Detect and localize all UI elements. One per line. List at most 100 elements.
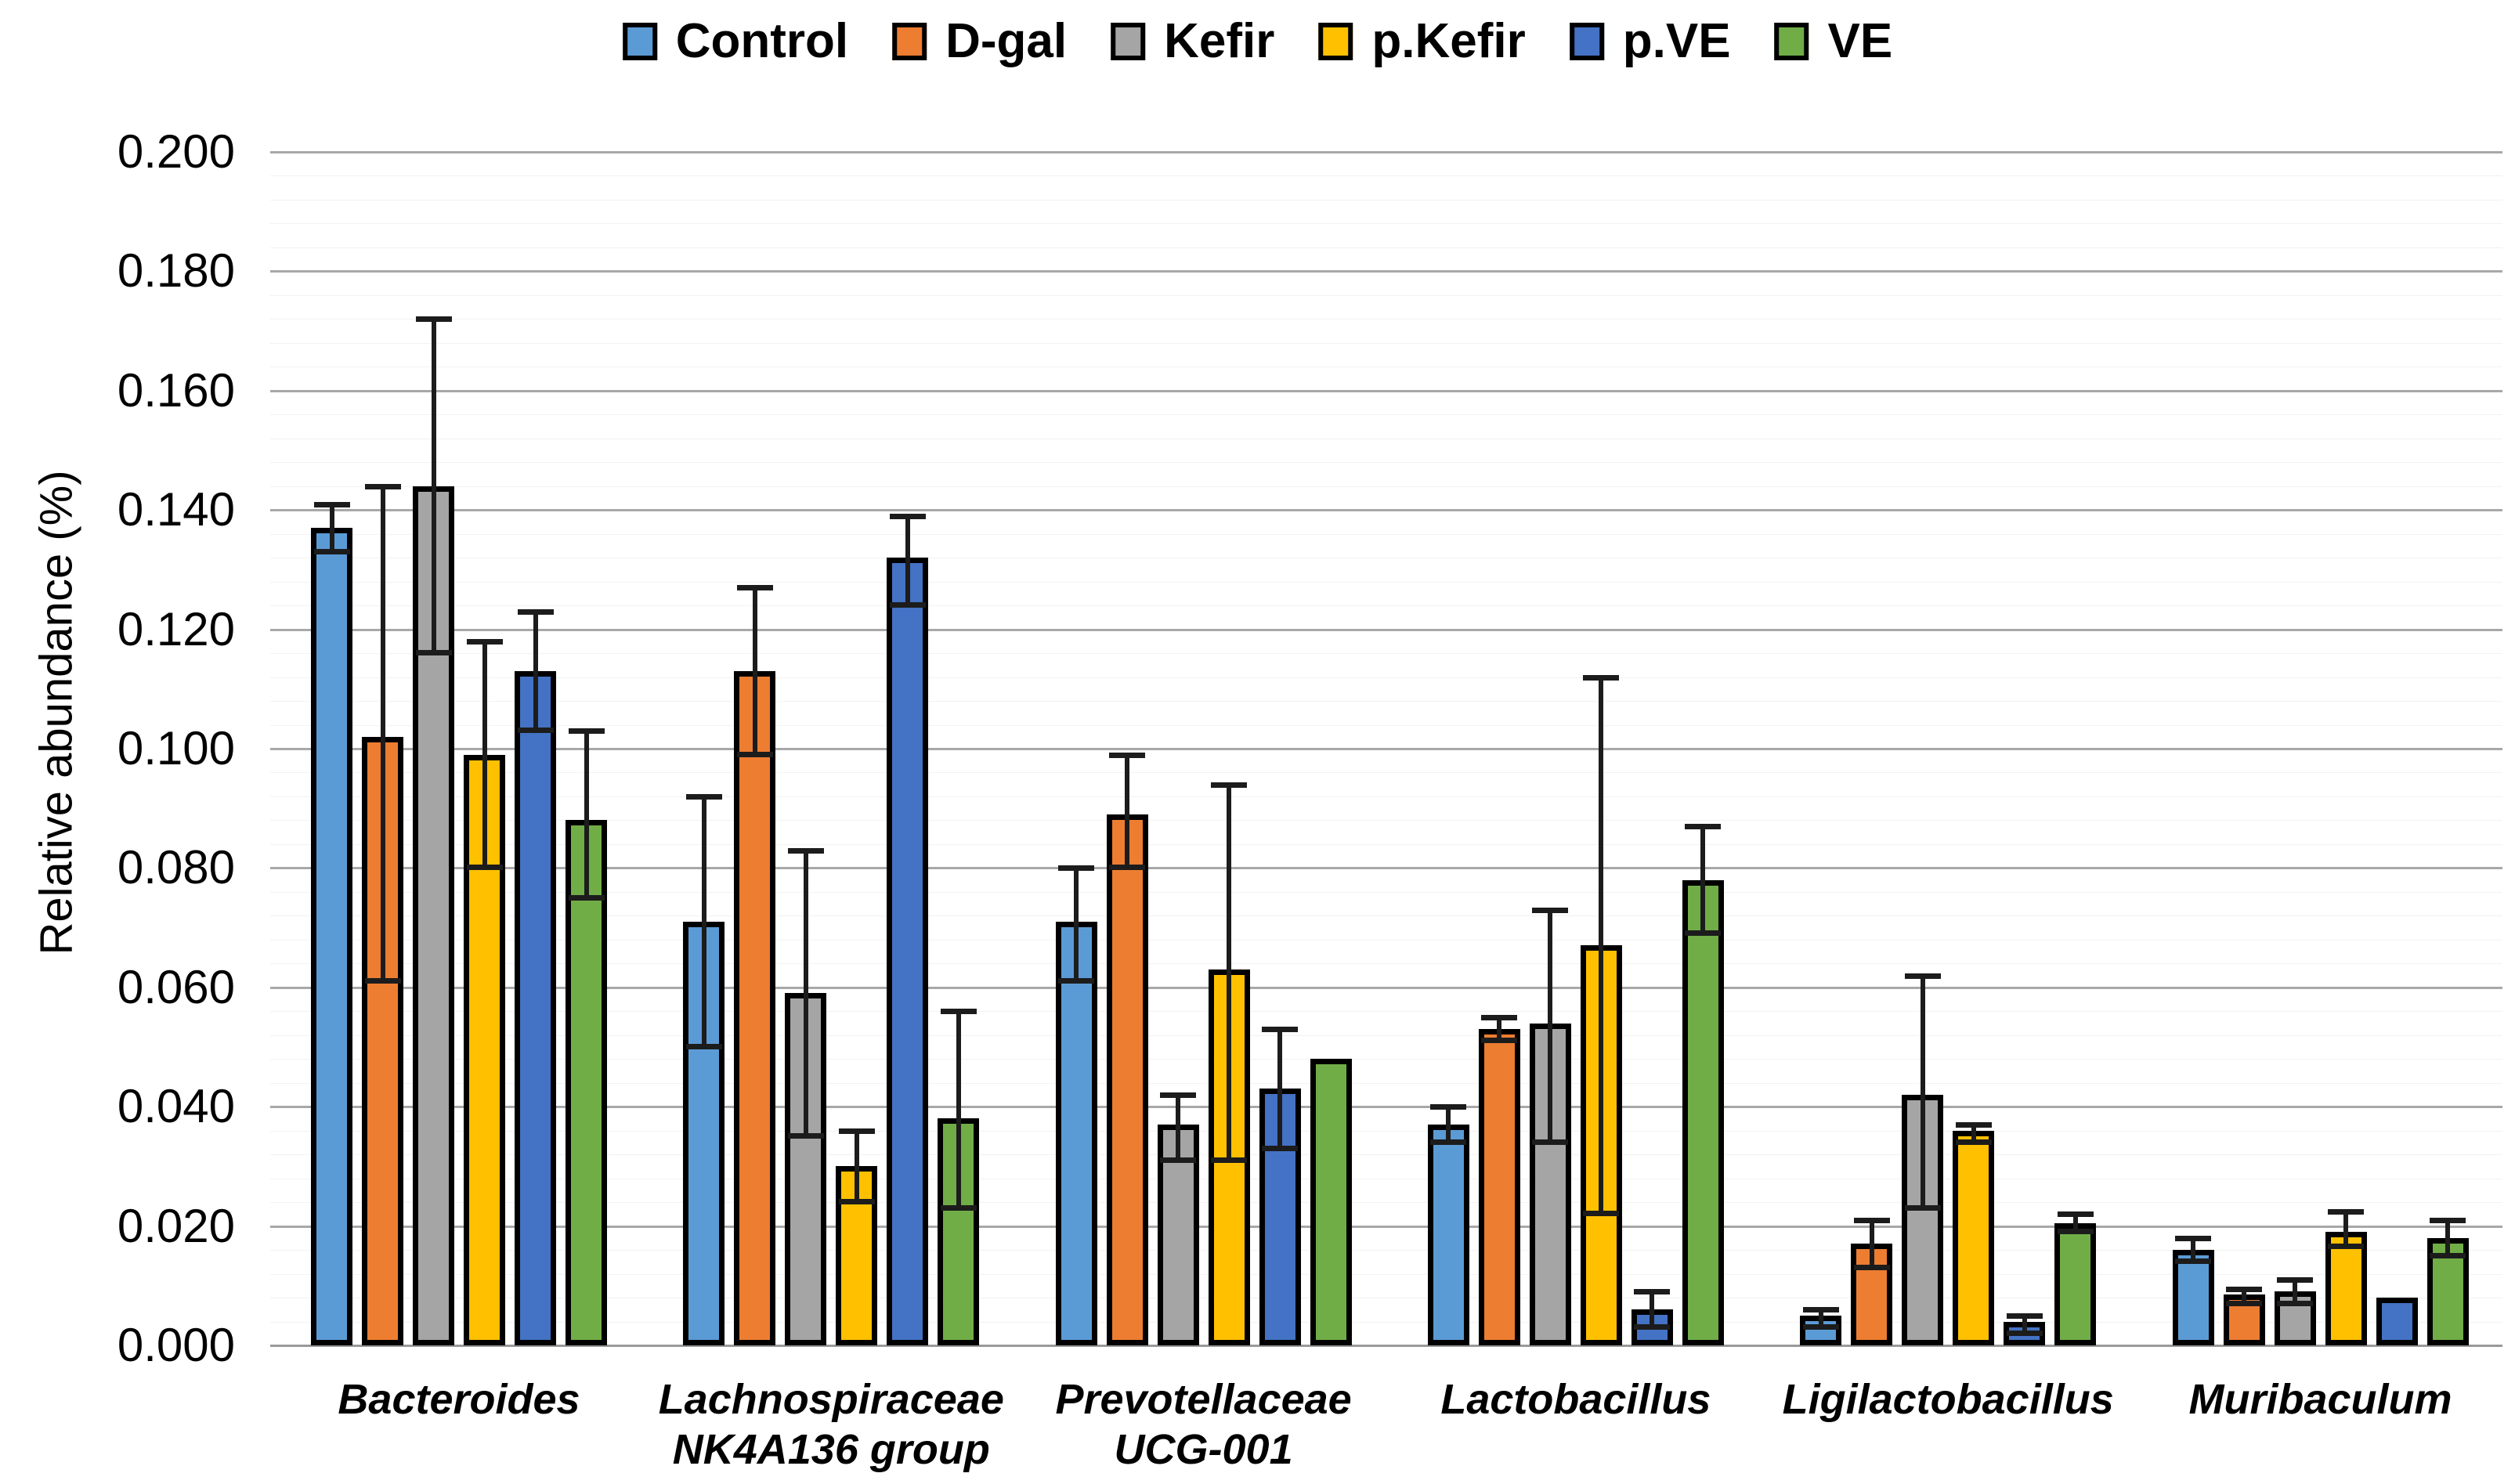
error-bar-cap-top: [889, 513, 926, 519]
y-tick-label: 0.140: [117, 483, 235, 536]
error-bar-whisker: [1497, 1016, 1502, 1042]
error-bar-cap-top: [736, 585, 773, 591]
minor-gridline: [270, 701, 2502, 702]
error-bar-whisker: [1548, 909, 1553, 1143]
y-tick-label: 0.180: [117, 244, 235, 298]
error-bar-cap-top: [2006, 1312, 2043, 1319]
x-category-label: Lactobacillus: [1333, 1375, 1819, 1425]
error-bar-whisker: [2191, 1237, 2195, 1262]
minor-gridline: [270, 820, 2502, 821]
minor-gridline: [270, 1059, 2502, 1060]
y-tick-label: 0.020: [117, 1199, 235, 1252]
error-bar-whisker: [1971, 1125, 1976, 1143]
x-label-line: Lachnospiraceae: [658, 1376, 1004, 1423]
error-bar-cap-top: [1109, 752, 1146, 758]
error-bar-whisker: [905, 515, 910, 606]
error-bar-cap-bottom: [1802, 1324, 1839, 1331]
error-bar-cap-bottom: [1481, 1038, 1518, 1044]
legend-label: VE: [1827, 14, 1893, 68]
error-bar-whisker: [701, 796, 706, 1047]
minor-gridline: [270, 486, 2502, 487]
error-bar-cap-bottom: [1583, 1211, 1620, 1217]
legend-label: D-gal: [945, 14, 1068, 68]
error-bar-cap-top: [1904, 973, 1941, 979]
minor-gridline: [270, 1273, 2502, 1275]
x-axis-line: [270, 1345, 2502, 1347]
minor-gridline: [270, 724, 2502, 726]
bar-Control-Bacteroides: [311, 528, 352, 1345]
y-tick-label: 0.200: [117, 125, 235, 178]
error-bar-cap-bottom: [313, 548, 350, 554]
bar-p.VE-Bacteroides: [515, 670, 556, 1345]
x-category-label: Bacteroides: [216, 1375, 702, 1425]
bar-p.VE-Lachnospiraceae: [887, 558, 929, 1345]
error-bar-cap-top: [2057, 1211, 2094, 1218]
x-category-label: Muribaculum: [2078, 1375, 2515, 1425]
error-bar-whisker: [1176, 1094, 1181, 1161]
legend-label: Kefir: [1164, 14, 1275, 68]
error-bar-cap-top: [1853, 1217, 1890, 1223]
minor-gridline: [270, 1011, 2502, 1013]
minor-gridline: [270, 366, 2502, 368]
x-label-line: Bacteroides: [338, 1376, 580, 1423]
error-bar-whisker: [2445, 1219, 2450, 1256]
error-bar-cap-bottom: [364, 978, 401, 984]
error-bar-cap-bottom: [736, 751, 773, 757]
error-bar-whisker: [752, 587, 757, 755]
minor-gridline: [270, 915, 2502, 917]
error-bar-whisker: [2343, 1211, 2348, 1247]
plot-area: [270, 151, 2502, 1347]
error-bar-cap-bottom: [2006, 1330, 2043, 1336]
legend-label: p.VE: [1622, 14, 1731, 68]
minor-gridline: [270, 1130, 2502, 1132]
error-bar-whisker: [1446, 1107, 1451, 1143]
major-gridline: [270, 628, 2502, 631]
error-bar-cap-top: [1211, 782, 1248, 788]
minor-gridline: [270, 342, 2502, 344]
bar-VE-Bacteroides: [566, 820, 607, 1345]
x-label-line: NK4A136 group: [672, 1425, 990, 1473]
minor-gridline: [270, 175, 2502, 177]
legend-swatch-Kefir: [1111, 23, 1146, 60]
minor-gridline: [270, 414, 2502, 416]
minor-gridline: [270, 1082, 2502, 1084]
error-bar-cap-top: [1160, 1092, 1197, 1098]
x-label-line: Ligilactobacillus: [1782, 1376, 2114, 1423]
bar-Control-Lactobacillus: [1427, 1125, 1469, 1345]
error-bar-cap-bottom: [2057, 1229, 2094, 1235]
error-bar-cap-bottom: [1685, 930, 1722, 937]
y-tick-label: 0.060: [117, 960, 235, 1013]
legend-label: Control: [675, 14, 849, 68]
minor-gridline: [270, 939, 2502, 941]
error-bar-cap-top: [1058, 865, 1095, 872]
minor-gridline: [270, 677, 2502, 678]
y-tick-label: 0.080: [117, 841, 235, 894]
error-bar-whisker: [584, 731, 589, 898]
error-bar-cap-top: [466, 638, 503, 645]
minor-gridline: [270, 1250, 2502, 1251]
error-bar-whisker: [1277, 1029, 1283, 1149]
error-bar-cap-bottom: [940, 1204, 977, 1211]
error-bar-cap-bottom: [1955, 1139, 1992, 1145]
y-tick-label: 0.160: [117, 363, 235, 417]
error-bar-cap-top: [1430, 1104, 1467, 1110]
error-bar-whisker: [1869, 1219, 1874, 1268]
bar-p.Kefir-Ligilactobacillus: [1953, 1130, 1995, 1345]
error-bar-cap-top: [2226, 1286, 2262, 1292]
major-gridline: [270, 986, 2502, 989]
chart-legend: Control D-gal Kefir p.Kefir p.VE VE: [622, 14, 1893, 68]
error-bar-cap-bottom: [838, 1199, 875, 1205]
error-bar-whisker: [1700, 826, 1706, 934]
error-bar-whisker: [1920, 975, 1925, 1208]
x-label-line: Muribaculum: [2188, 1376, 2452, 1423]
error-bar-cap-bottom: [1109, 865, 1146, 871]
error-bar-cap-bottom: [685, 1044, 722, 1049]
error-bar-cap-top: [1802, 1307, 1839, 1313]
error-bar-cap-top: [364, 483, 401, 489]
error-bar-cap-top: [1955, 1122, 1992, 1128]
error-bar-whisker: [329, 504, 334, 552]
x-category-label: Ligilactobacillus: [1705, 1375, 2191, 1425]
error-bar-cap-top: [1481, 1014, 1518, 1020]
bar-VE-Prevotellaceae: [1310, 1059, 1352, 1345]
